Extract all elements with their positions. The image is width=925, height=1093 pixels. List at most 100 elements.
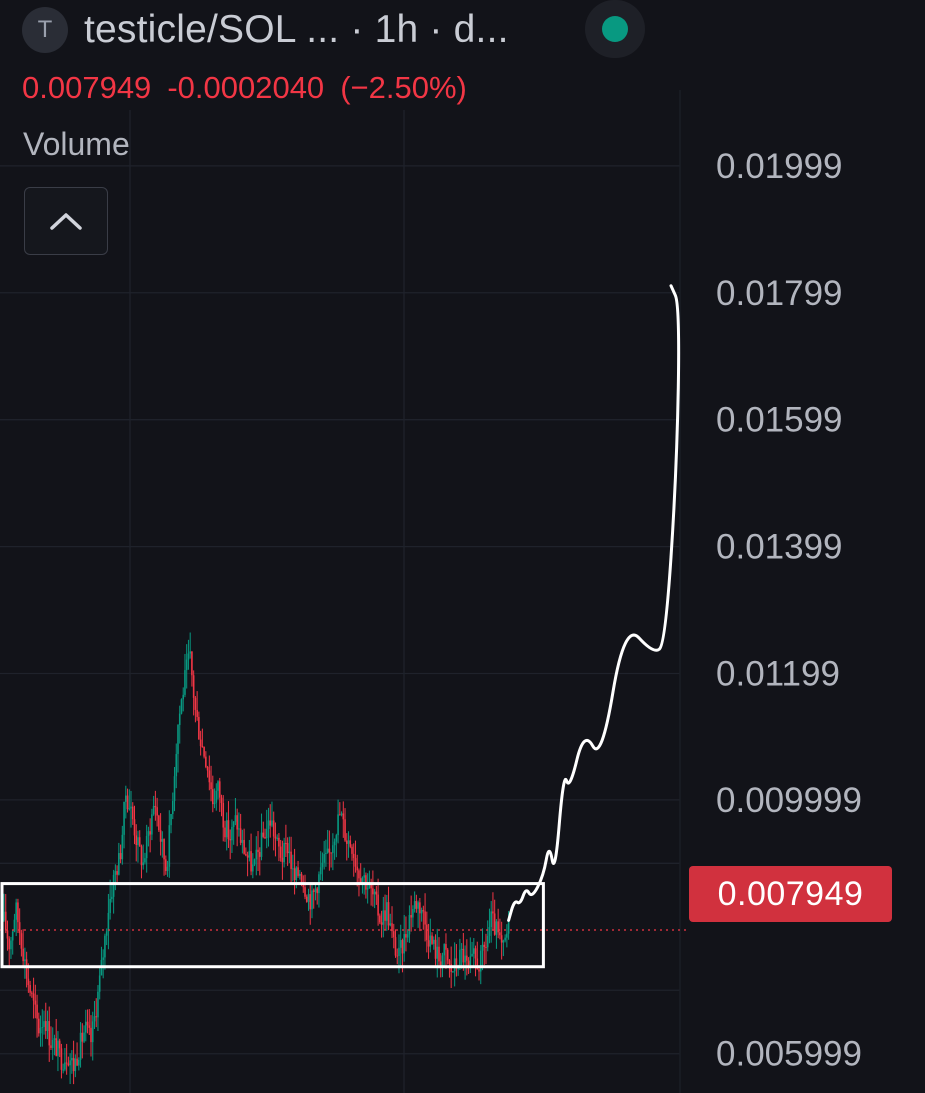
- candle-body-down: [426, 924, 428, 941]
- symbol-badge-icon[interactable]: T: [22, 7, 68, 53]
- candle-body-up: [152, 806, 155, 815]
- candle-body-down: [445, 944, 447, 950]
- candle-body-down: [316, 888, 318, 894]
- candle-body-down: [222, 802, 225, 828]
- candle-body-up: [225, 820, 228, 838]
- candle-body-down: [462, 948, 465, 963]
- candle-body-up: [178, 713, 181, 725]
- last-price-value: 0.007949: [22, 70, 152, 105]
- candle-body-up: [323, 854, 325, 863]
- candle-body-up: [118, 853, 120, 875]
- candle-body-up: [311, 890, 313, 910]
- chart-header: T testicle/SOL ... · 1h · d...: [22, 4, 509, 56]
- candle-body-down: [257, 849, 259, 853]
- market-status-button[interactable]: [585, 0, 645, 58]
- candle-body-up: [389, 923, 392, 926]
- candle-body-up: [321, 862, 324, 868]
- candle-body-up: [366, 887, 369, 890]
- candle-body-down: [344, 819, 346, 841]
- candle-body-down: [384, 910, 386, 921]
- candle-body-down: [274, 836, 277, 839]
- candle-body-down: [302, 883, 305, 888]
- candle-body-up: [43, 1021, 45, 1027]
- candle-body-down: [493, 913, 496, 935]
- volume-indicator-label[interactable]: Volume: [23, 126, 130, 162]
- candle-body-up: [15, 902, 17, 920]
- candle-body-down: [119, 853, 122, 860]
- candle-body-down: [431, 935, 433, 944]
- candle-body-up: [469, 956, 472, 966]
- candle-body-down: [198, 716, 200, 740]
- candle-body-up: [79, 1032, 82, 1060]
- candle-body-down: [339, 814, 341, 816]
- candle-body-up: [170, 813, 172, 826]
- candle-body-down: [492, 911, 494, 914]
- candle-body-up: [412, 908, 414, 918]
- candle-body-up: [265, 828, 268, 839]
- candle-body-up: [507, 919, 510, 934]
- candle-body-up: [382, 910, 385, 925]
- candle-body-up: [187, 653, 190, 660]
- candle-body-down: [272, 820, 275, 837]
- candle-body-up: [142, 862, 144, 866]
- chart-grid: [0, 90, 681, 1093]
- candle-body-down: [258, 852, 261, 857]
- candle-body-up: [175, 753, 178, 777]
- candle-body-up: [255, 849, 258, 860]
- status-dot-icon: [602, 16, 628, 42]
- candle-body-up: [490, 911, 492, 928]
- price-axis-tick-label: 0.005999: [716, 1035, 862, 1074]
- candle-body-up: [248, 851, 251, 858]
- candle-body-down: [286, 843, 289, 854]
- price-axis[interactable]: 0.01999 0.01799 0.01599 0.01399 0.01199 0.009…: [716, 147, 862, 1074]
- candle-body-down: [394, 937, 397, 956]
- candle-body-up: [502, 940, 505, 943]
- candle-body-down: [245, 853, 247, 856]
- candle-body-up: [53, 1038, 56, 1040]
- candle-body-down: [201, 746, 204, 748]
- candle-body-down: [499, 932, 501, 936]
- candle-body-up: [283, 843, 285, 863]
- candle-body-up: [398, 947, 400, 957]
- candle-body-down: [279, 846, 282, 858]
- candle-body-up: [173, 776, 176, 801]
- candle-body-down: [485, 946, 487, 948]
- candle-body-down: [239, 828, 242, 843]
- price-change-percent: (−2.50%): [340, 70, 467, 105]
- candle-body-up: [481, 944, 484, 951]
- symbol-title[interactable]: testicle/SOL ... · 1h · d...: [84, 8, 509, 51]
- candle-body-down: [159, 830, 162, 842]
- candle-body-up: [332, 845, 334, 854]
- candle-body-down: [391, 923, 393, 932]
- candle-body-down: [415, 901, 418, 909]
- candle-body-down: [330, 852, 332, 854]
- candle-body-down: [328, 848, 331, 853]
- candle-body-down: [116, 871, 118, 875]
- candle-body-down: [455, 958, 458, 969]
- candle-body-down: [500, 935, 503, 943]
- collapse-indicators-button[interactable]: [24, 187, 108, 255]
- candle-body-down: [401, 940, 404, 954]
- candle-body-down: [205, 756, 207, 767]
- candle-body-up: [408, 915, 411, 935]
- candle-body-down: [58, 1040, 61, 1049]
- candle-body-down: [17, 902, 19, 923]
- candle-body-down: [4, 911, 7, 931]
- candle-body-down: [76, 1058, 78, 1066]
- candle-body-up: [432, 939, 435, 944]
- candle-body-down: [131, 806, 134, 820]
- candle-body-up: [495, 921, 498, 935]
- candle-body-up: [109, 898, 111, 913]
- candle-body-up: [11, 931, 14, 941]
- candle-body-down: [438, 946, 440, 962]
- candle-body-down: [140, 846, 143, 866]
- candle-body-up: [238, 828, 240, 830]
- candle-body-down: [380, 922, 383, 925]
- range-box-annotation: [0, 882, 545, 969]
- candle-body-down: [427, 940, 430, 947]
- candle-body-down: [29, 985, 31, 993]
- price-axis-tick-label: 0.01599: [716, 401, 843, 440]
- candle-body-up: [459, 949, 461, 969]
- candle-body-down: [165, 859, 167, 872]
